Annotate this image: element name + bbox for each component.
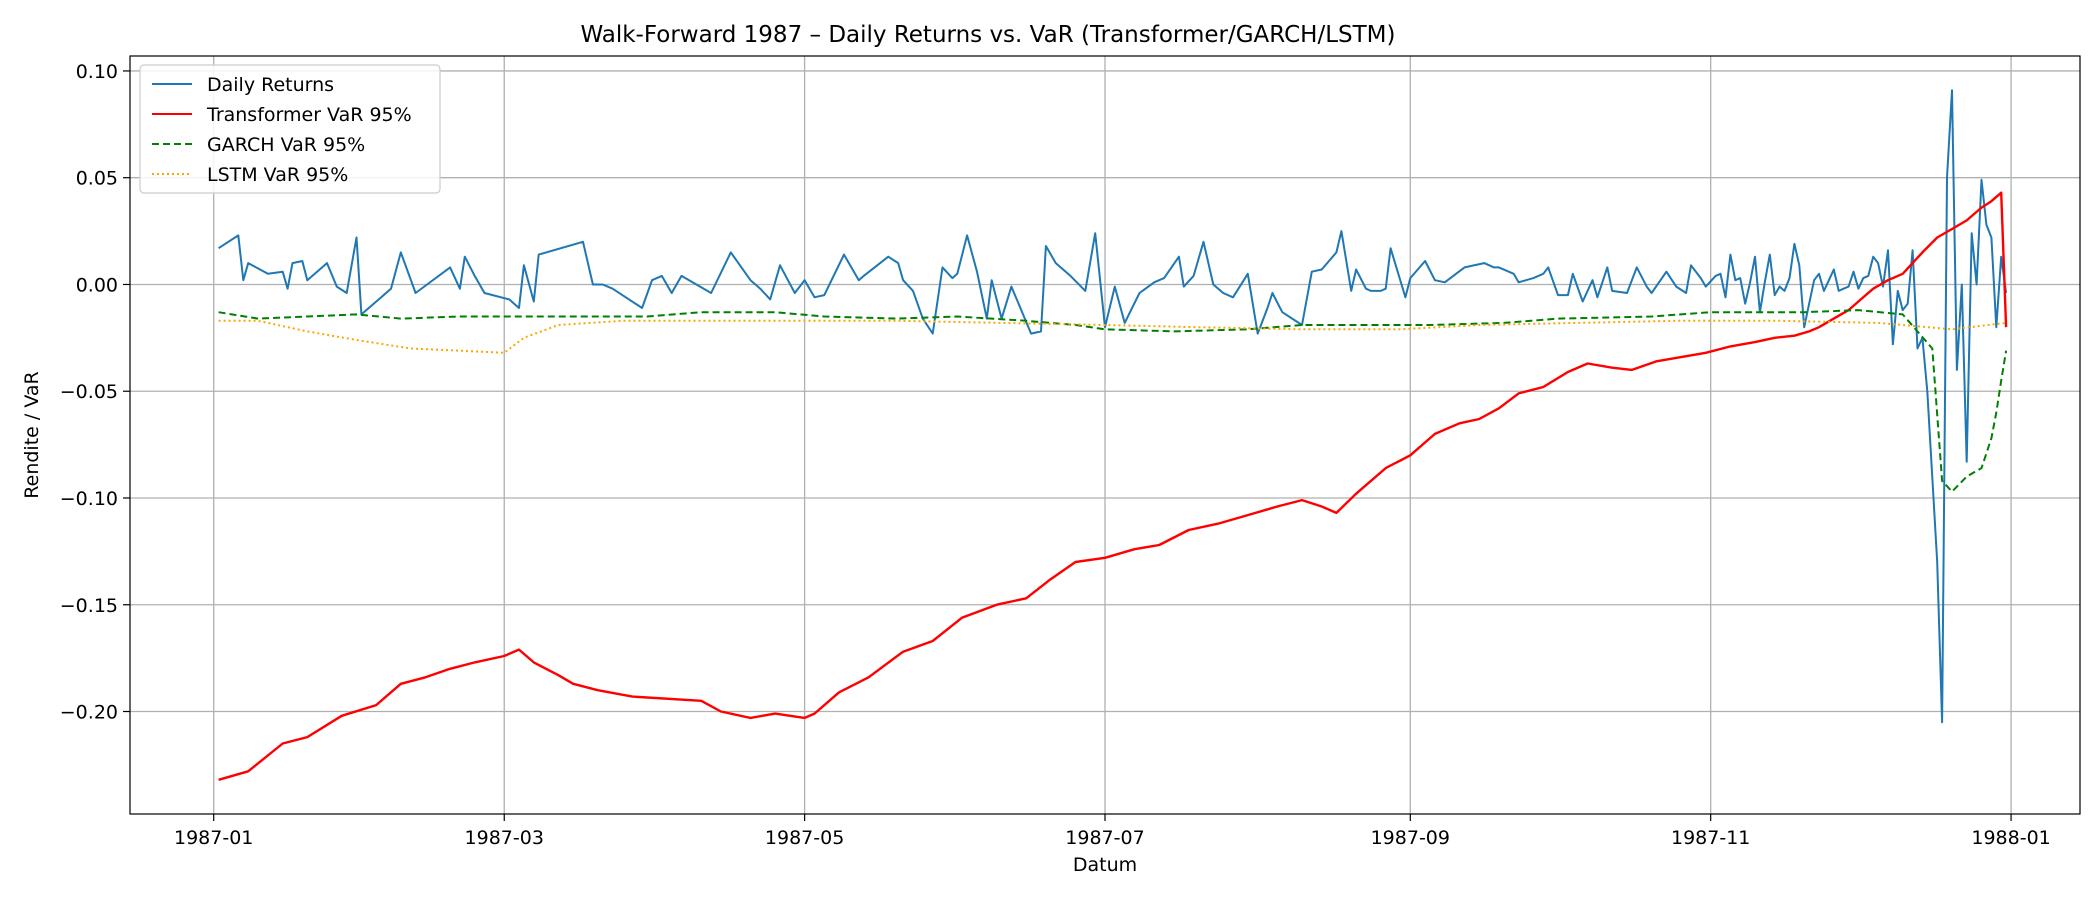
series-line-1 xyxy=(218,89,2008,724)
y-tick-label: 0.05 xyxy=(76,168,118,190)
series-lines xyxy=(218,89,2008,781)
x-axis-label: Datum xyxy=(1073,854,1137,876)
y-axis-label: Rendite / VaR xyxy=(21,371,43,498)
y-tick-label: −0.10 xyxy=(60,488,118,510)
series-line-3 xyxy=(218,309,2008,493)
y-tick-label: −0.15 xyxy=(60,595,118,617)
legend-label-4: LSTM VaR 95% xyxy=(207,164,348,186)
legend-label-3: GARCH VaR 95% xyxy=(207,134,365,156)
x-tick-label: 1987-05 xyxy=(765,827,844,849)
x-tick-label: 1987-11 xyxy=(1671,827,1750,849)
y-tick-label: 0.10 xyxy=(76,61,118,83)
x-tick-label: 1987-07 xyxy=(1065,827,1144,849)
y-tick-label: −0.20 xyxy=(60,702,118,724)
chart-title: Walk-Forward 1987 – Daily Returns vs. Va… xyxy=(580,22,1395,48)
x-tick-label: 1988-01 xyxy=(1971,827,2050,849)
series-line-2 xyxy=(218,191,2008,781)
grid xyxy=(130,56,2080,814)
legend-label-1: Daily Returns xyxy=(207,74,334,96)
plot-border xyxy=(129,55,2081,815)
x-tick-label: 1987-09 xyxy=(1371,827,1450,849)
legend-box xyxy=(139,64,441,194)
x-tick-label: 1987-03 xyxy=(465,827,544,849)
y-tick-label: −0.05 xyxy=(60,381,118,403)
legend-label-2: Transformer VaR 95% xyxy=(206,104,412,126)
x-axis: 1987-01 1987-03 1987-05 1987-07 1987-09 1987-… xyxy=(174,814,2051,849)
x-tick-label: 1987-01 xyxy=(174,827,253,849)
y-axis: 0.10 0.05 0.00 −0.05 −0.10 −0.15 −0.20 xyxy=(60,61,130,724)
legend: Daily Returns Transformer VaR 95% GARCH Va… xyxy=(139,64,441,194)
y-tick-label: 0.00 xyxy=(76,274,118,296)
